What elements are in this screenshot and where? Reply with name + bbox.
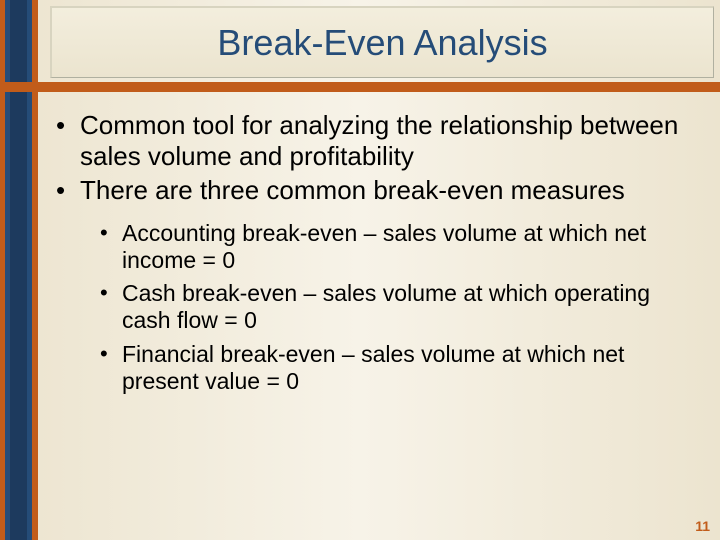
slide: Break-Even Analysis Common tool for anal… <box>0 0 720 540</box>
bullet-text: Common tool for analyzing the relationsh… <box>80 110 678 171</box>
title-box: Break-Even Analysis <box>50 6 714 78</box>
bullet-text: There are three common break-even measur… <box>80 175 625 205</box>
bullet-text: Accounting break-even – sales volume at … <box>122 220 646 273</box>
sub-bullet-item: Cash break-even – sales volume at which … <box>98 280 700 334</box>
sub-bullet-item: Accounting break-even – sales volume at … <box>98 220 700 274</box>
sub-bullet-item: Financial break-even – sales volume at w… <box>98 341 700 395</box>
bullet-item: There are three common break-even measur… <box>52 175 700 394</box>
bullet-list-level1: Common tool for analyzing the relationsh… <box>52 110 700 395</box>
bullet-item: Common tool for analyzing the relationsh… <box>52 110 700 171</box>
page-number: 11 <box>695 518 710 534</box>
bullet-list-level2: Accounting break-even – sales volume at … <box>98 220 700 395</box>
bullet-text: Financial break-even – sales volume at w… <box>122 341 624 394</box>
bullet-text: Cash break-even – sales volume at which … <box>122 280 650 333</box>
content-area: Common tool for analyzing the relationsh… <box>52 110 700 401</box>
left-accent-bar <box>0 0 38 540</box>
left-accent-bar-inner <box>10 0 27 540</box>
slide-title: Break-Even Analysis <box>217 22 547 64</box>
horizontal-rule <box>0 82 720 92</box>
